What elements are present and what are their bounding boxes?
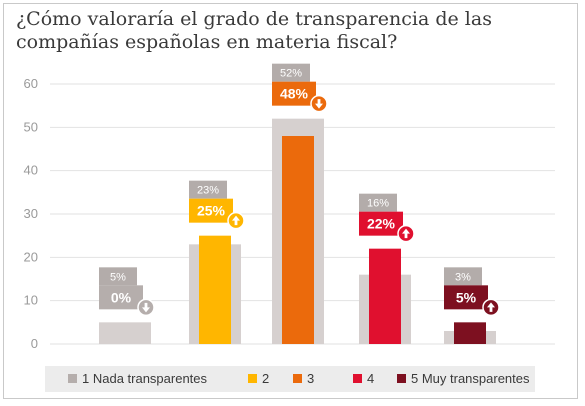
- chart-title-line-1: ¿Cómo valoraría el grado de transparenci…: [16, 8, 492, 30]
- arrow-down-glyph: [142, 302, 150, 313]
- chart-title-line-2: compañías españolas en materia fiscal?: [16, 31, 398, 53]
- legend-swatch-3: [293, 374, 302, 383]
- current-value-box: [444, 285, 488, 310]
- y-tick-label: 20: [24, 249, 38, 264]
- arrow-up-glyph: [402, 228, 410, 239]
- data-labels: 5% 0% 23% 25% 52% 48% 16% 22% 3% 5%: [99, 63, 500, 317]
- y-tick-label: 60: [24, 76, 38, 91]
- legend-label-3: 3: [307, 371, 314, 386]
- y-tick-label: 0: [31, 336, 38, 351]
- legend-label-5: 5 Muy transparentes: [411, 371, 530, 386]
- legend-label-2: 2: [262, 371, 269, 386]
- current-value-box: [272, 81, 316, 106]
- chart-title: ¿Cómo valoraría el grado de transparenci…: [16, 8, 536, 54]
- legend-swatch-2: [248, 374, 257, 383]
- current-value-label: 22%: [367, 216, 396, 232]
- legend: 1 Nada transparentes 2 3 4 5 Muy transparent…: [45, 366, 535, 392]
- bar-current-3: [282, 136, 314, 344]
- legend-label-1: 1 Nada transparentes: [82, 371, 208, 386]
- bars: [99, 118, 496, 345]
- y-tick-label: 10: [24, 293, 38, 308]
- y-tick-label: 30: [24, 206, 38, 221]
- current-value-label: 48%: [280, 86, 309, 102]
- bar-previous-1: [99, 322, 151, 344]
- previous-value-label: 16%: [367, 198, 389, 210]
- y-tick-label: 40: [24, 163, 38, 178]
- bar-current-5: [454, 322, 486, 344]
- legend-band: [45, 366, 535, 392]
- arrow-up-glyph: [487, 302, 495, 312]
- current-value-label: 5%: [456, 289, 477, 305]
- legend-label-4: 4: [367, 371, 374, 386]
- current-value-label: 0%: [111, 289, 132, 305]
- previous-value-label: 5%: [110, 271, 126, 283]
- legend-swatch-5: [397, 374, 406, 383]
- previous-value-box: [359, 193, 397, 212]
- y-tick-label: 50: [24, 119, 38, 134]
- arrow-up-glyph: [232, 215, 240, 226]
- current-value-box: [99, 285, 143, 310]
- previous-value-box: [444, 267, 482, 286]
- previous-value-label: 3%: [455, 271, 471, 283]
- bar-current-4: [369, 248, 401, 344]
- current-value-box: [189, 198, 233, 223]
- y-axis: 0 10 20 30 40 50 60: [24, 76, 38, 351]
- bar-current-2: [199, 235, 231, 344]
- previous-value-box: [99, 267, 137, 286]
- previous-value-box: [272, 63, 310, 82]
- arrow-down-glyph: [315, 99, 323, 109]
- previous-value-box: [189, 180, 227, 199]
- previous-value-label: 52%: [280, 68, 302, 80]
- current-value-box: [359, 211, 403, 236]
- legend-swatch-1: [68, 374, 77, 383]
- current-value-label: 25%: [197, 203, 226, 219]
- legend-swatch-4: [353, 374, 362, 383]
- previous-value-label: 23%: [197, 185, 219, 197]
